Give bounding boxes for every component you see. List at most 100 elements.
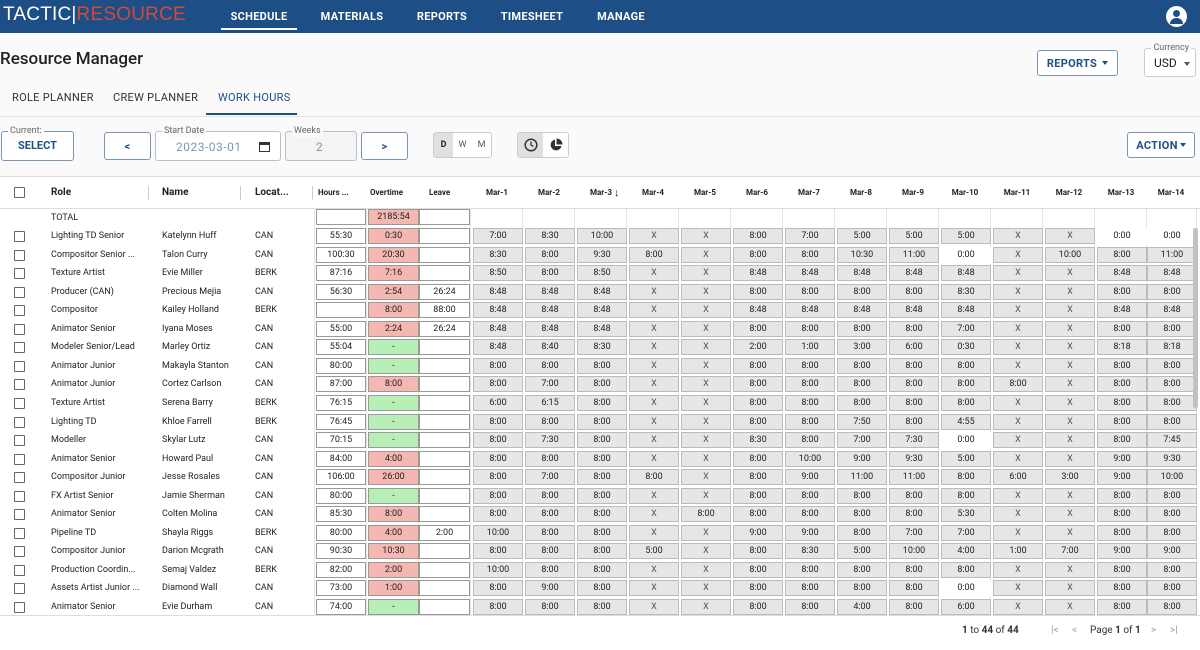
- day-hours-cell[interactable]: X: [629, 451, 679, 467]
- day-hours-cell[interactable]: X: [1045, 562, 1095, 578]
- day-hours-cell[interactable]: X: [629, 488, 679, 504]
- day-hours-cell[interactable]: X: [993, 321, 1043, 337]
- nav-manage[interactable]: MANAGE: [597, 10, 645, 23]
- day-hours-cell[interactable]: 3:00: [1045, 469, 1095, 485]
- leave-cell[interactable]: [419, 599, 470, 615]
- day-hours-cell[interactable]: 8:00: [525, 265, 575, 281]
- hours-cell[interactable]: [316, 302, 366, 318]
- row-checkbox[interactable]: [14, 398, 25, 409]
- day-hours-cell[interactable]: 8:00: [785, 562, 835, 578]
- day-hours-cell[interactable]: 8:00: [473, 469, 523, 485]
- day-hours-cell[interactable]: 11:00: [889, 247, 939, 263]
- column-separator[interactable]: [148, 186, 149, 200]
- day-hours-cell[interactable]: 8:48: [525, 321, 575, 337]
- day-hours-cell[interactable]: 0:00: [941, 580, 991, 596]
- row-checkbox[interactable]: [14, 417, 25, 428]
- header-day[interactable]: Mar-1: [486, 188, 508, 197]
- day-hours-cell[interactable]: 8:00: [785, 284, 835, 300]
- leave-cell[interactable]: [419, 414, 470, 430]
- day-hours-cell[interactable]: X: [1045, 432, 1095, 448]
- day-hours-cell[interactable]: 8:00: [785, 580, 835, 596]
- day-hours-cell[interactable]: 9:00: [525, 580, 575, 596]
- sort-arrow-down-icon[interactable]: ↓: [614, 186, 620, 199]
- day-hours-cell[interactable]: 8:00: [733, 543, 783, 559]
- day-hours-cell[interactable]: 8:00: [785, 432, 835, 448]
- leave-cell[interactable]: 88:00: [419, 302, 470, 318]
- day-hours-cell[interactable]: 8:00: [525, 488, 575, 504]
- day-hours-cell[interactable]: 8:00: [1097, 376, 1147, 392]
- day-hours-cell[interactable]: X: [681, 451, 731, 467]
- day-hours-cell[interactable]: 3:00: [837, 339, 887, 355]
- hours-cell[interactable]: 87:16: [316, 265, 366, 281]
- header-hours[interactable]: Hours ...: [318, 188, 349, 197]
- header-day[interactable]: Mar-10: [951, 188, 979, 197]
- leave-cell[interactable]: 26:24: [419, 284, 470, 300]
- day-hours-cell[interactable]: 8:00: [733, 284, 783, 300]
- hours-cell[interactable]: 74:00: [316, 599, 366, 615]
- hours-cell[interactable]: 55:30: [316, 228, 366, 244]
- day-hours-cell[interactable]: 0:00: [1097, 228, 1147, 244]
- day-hours-cell[interactable]: 8:48: [837, 265, 887, 281]
- day-hours-cell[interactable]: 0:00: [1147, 228, 1197, 244]
- day-hours-cell[interactable]: 9:30: [889, 451, 939, 467]
- day-hours-cell[interactable]: X: [629, 414, 679, 430]
- day-hours-cell[interactable]: 8:48: [577, 284, 627, 300]
- day-hours-cell[interactable]: 8:48: [473, 302, 523, 318]
- header-name[interactable]: Name: [162, 187, 189, 198]
- day-hours-cell[interactable]: X: [993, 265, 1043, 281]
- day-hours-cell[interactable]: X: [629, 562, 679, 578]
- day-hours-cell[interactable]: 8:00: [733, 469, 783, 485]
- day-hours-cell[interactable]: X: [1045, 376, 1095, 392]
- day-hours-cell[interactable]: 8:00: [1097, 525, 1147, 541]
- header-overtime[interactable]: Overtime: [370, 188, 404, 197]
- day-hours-cell[interactable]: X: [1045, 321, 1095, 337]
- day-hours-cell[interactable]: X: [681, 339, 731, 355]
- day-hours-cell[interactable]: 0:00: [941, 432, 991, 448]
- day-hours-cell[interactable]: 8:00: [837, 321, 887, 337]
- app-logo[interactable]: TACTIC|RESOURCE: [3, 4, 186, 25]
- vertical-scrollbar[interactable]: [1193, 228, 1198, 408]
- day-hours-cell[interactable]: 8:48: [941, 265, 991, 281]
- day-hours-cell[interactable]: 8:00: [837, 376, 887, 392]
- day-hours-cell[interactable]: 8:48: [577, 302, 627, 318]
- day-hours-cell[interactable]: X: [993, 432, 1043, 448]
- day-hours-cell[interactable]: 8:00: [577, 469, 627, 485]
- day-hours-cell[interactable]: 0:30: [941, 339, 991, 355]
- day-hours-cell[interactable]: 8:00: [889, 395, 939, 411]
- leave-cell[interactable]: 26:24: [419, 321, 470, 337]
- day-hours-cell[interactable]: X: [993, 488, 1043, 504]
- leave-cell[interactable]: [419, 358, 470, 374]
- month-toggle[interactable]: M: [477, 140, 486, 150]
- start-date-field[interactable]: Start Date 2023-03-01: [155, 125, 281, 161]
- hours-cell[interactable]: 100:30: [316, 247, 366, 263]
- day-hours-cell[interactable]: 8:00: [889, 358, 939, 374]
- day-hours-cell[interactable]: X: [681, 395, 731, 411]
- header-role[interactable]: Role: [51, 187, 72, 198]
- day-hours-cell[interactable]: 8:00: [785, 599, 835, 615]
- day-hours-cell[interactable]: 8:00: [1097, 247, 1147, 263]
- day-hours-cell[interactable]: X: [629, 284, 679, 300]
- day-hours-cell[interactable]: 8:00: [785, 506, 835, 522]
- day-hours-cell[interactable]: 8:00: [837, 488, 887, 504]
- day-hours-cell[interactable]: 8:00: [577, 376, 627, 392]
- row-checkbox[interactable]: [14, 287, 25, 298]
- day-hours-cell[interactable]: 8:48: [473, 339, 523, 355]
- day-hours-cell[interactable]: 7:00: [785, 228, 835, 244]
- day-hours-cell[interactable]: 8:00: [1147, 358, 1197, 374]
- day-hours-cell[interactable]: 8:00: [1097, 506, 1147, 522]
- day-hours-cell[interactable]: 8:00: [993, 376, 1043, 392]
- day-hours-cell[interactable]: 8:00: [733, 247, 783, 263]
- first-page-icon[interactable]: |<: [1051, 625, 1059, 636]
- hours-cell[interactable]: 87:00: [316, 376, 366, 392]
- day-hours-cell[interactable]: 9:00: [1097, 451, 1147, 467]
- day-hours-cell[interactable]: X: [1045, 302, 1095, 318]
- header-day[interactable]: Mar-2: [538, 188, 560, 197]
- day-hours-cell[interactable]: 8:00: [1147, 284, 1197, 300]
- weeks-field[interactable]: Weeks 2: [285, 125, 357, 161]
- day-hours-cell[interactable]: 1:00: [993, 543, 1043, 559]
- day-hours-cell[interactable]: 8:00: [1097, 395, 1147, 411]
- day-hours-cell[interactable]: 8:00: [473, 432, 523, 448]
- week-toggle[interactable]: W: [458, 140, 467, 150]
- day-hours-cell[interactable]: 8:00: [577, 395, 627, 411]
- day-hours-cell[interactable]: X: [993, 580, 1043, 596]
